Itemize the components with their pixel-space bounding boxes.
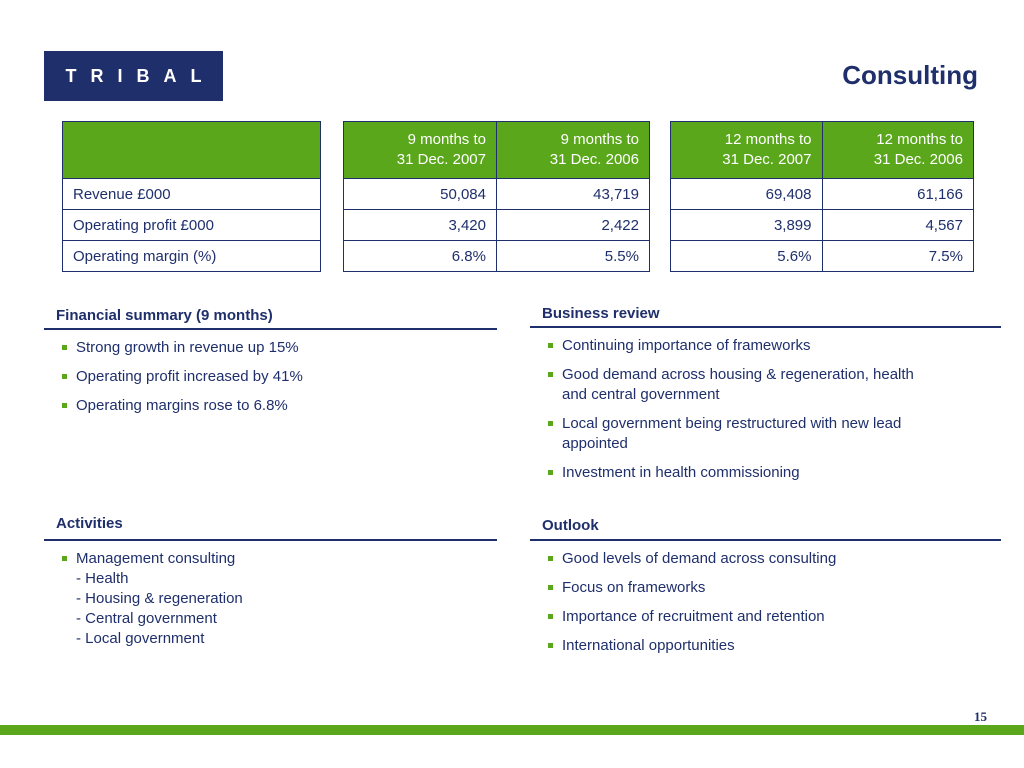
table-cell: 43,719: [496, 178, 650, 210]
activity-title: Management consulting: [76, 550, 236, 567]
table-cell: 4,567: [821, 209, 974, 241]
section-heading: Outlook: [530, 512, 1001, 541]
table-row: 3,899 4,567: [670, 209, 974, 241]
row-label: Operating profit £000: [62, 209, 321, 241]
column-header: 12 months to 31 Dec. 2006: [821, 121, 974, 179]
list-item: Operating profit increased by 41%: [62, 367, 497, 387]
table-cell: 7.5%: [821, 240, 974, 272]
bullet-list: Good levels of demand across consulting …: [530, 549, 1001, 656]
financial-table-9-months: 9 months to 31 Dec. 2007 9 months to 31 De…: [343, 121, 650, 272]
activity-sub-item: - Housing & regeneration: [76, 590, 243, 607]
list-item: International opportunities: [548, 636, 1001, 656]
table-cell: 61,166: [821, 178, 974, 210]
list-item: Importance of recruitment and retention: [548, 607, 1001, 627]
bullet-list: Strong growth in revenue up 15% Operatin…: [44, 338, 497, 416]
activities-section: Activities Management consulting - Healt…: [44, 510, 497, 658]
table-row: 3,420 2,422: [343, 209, 650, 241]
table-cell: 6.8%: [343, 240, 497, 272]
table-header-blank: [62, 121, 321, 179]
column-header: 9 months to 31 Dec. 2006: [496, 121, 650, 179]
table-row: 5.6% 7.5%: [670, 240, 974, 272]
tribal-logo: TRIBAL: [44, 51, 223, 101]
table-row: 6.8% 5.5%: [343, 240, 650, 272]
bullet-list: Continuing importance of frameworks Good…: [530, 336, 1001, 483]
section-heading: Activities: [44, 510, 497, 541]
list-item: Investment in health commissioning: [548, 463, 1001, 483]
row-label: Revenue £000: [62, 178, 321, 210]
table-row: 50,084 43,719: [343, 178, 650, 210]
row-label: Operating margin (%): [62, 240, 321, 272]
table-row: Operating profit £000: [62, 209, 321, 241]
page-number: 15: [974, 709, 987, 724]
page-title: Consulting: [842, 60, 978, 90]
financial-table-12-months: 12 months to 31 Dec. 2007 12 months to 31 …: [670, 121, 974, 272]
table-cell: 50,084: [343, 178, 497, 210]
column-header: 9 months to 31 Dec. 2007: [343, 121, 497, 179]
table-cell: 3,420: [343, 209, 497, 241]
bullet-list: Management consulting - Health - Housing…: [44, 549, 497, 649]
table-cell: 5.5%: [496, 240, 650, 272]
outlook-section: Outlook Good levels of demand across con…: [530, 512, 1001, 665]
section-heading: Financial summary (9 months): [44, 302, 497, 330]
table-row: Operating margin (%): [62, 240, 321, 272]
table-cell: 3,899: [670, 209, 823, 241]
section-heading: Business review: [530, 300, 1001, 328]
list-item: Management consulting - Health - Housing…: [62, 549, 497, 649]
list-item: Operating margins rose to 6.8%: [62, 396, 497, 416]
list-item: Strong growth in revenue up 15%: [62, 338, 497, 358]
table-cell: 2,422: [496, 209, 650, 241]
table-cell: 69,408: [670, 178, 823, 210]
activity-sub-item: - Health: [76, 570, 129, 587]
financial-table-labels: Revenue £000 Operating profit £000 Opera…: [62, 121, 321, 272]
business-review-section: Business review Continuing importance of…: [530, 300, 1001, 492]
table-cell: 5.6%: [670, 240, 823, 272]
footer-bar: [0, 725, 1024, 735]
list-item: Good levels of demand across consulting: [548, 549, 1001, 569]
activity-sub-item: - Local government: [76, 630, 205, 647]
list-item: Good demand across housing & regeneratio…: [548, 365, 1001, 405]
financial-summary-section: Financial summary (9 months) Strong grow…: [44, 302, 497, 425]
column-header: 12 months to 31 Dec. 2007: [670, 121, 823, 179]
list-item: Local government being restructured with…: [548, 414, 1001, 454]
list-item: Continuing importance of frameworks: [548, 336, 1001, 356]
activity-sub-item: - Central government: [76, 610, 217, 627]
table-row: Revenue £000: [62, 178, 321, 210]
table-row: 69,408 61,166: [670, 178, 974, 210]
list-item: Focus on frameworks: [548, 578, 1001, 598]
